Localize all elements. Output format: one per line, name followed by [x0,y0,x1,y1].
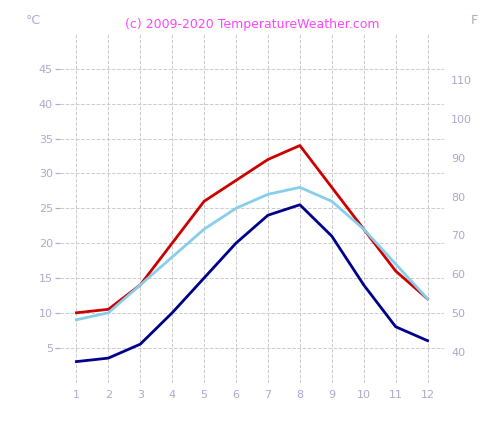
Text: F: F [470,14,477,27]
Text: °C: °C [26,14,41,27]
Title: (c) 2009-2020 TemperatureWeather.com: (c) 2009-2020 TemperatureWeather.com [125,18,379,31]
